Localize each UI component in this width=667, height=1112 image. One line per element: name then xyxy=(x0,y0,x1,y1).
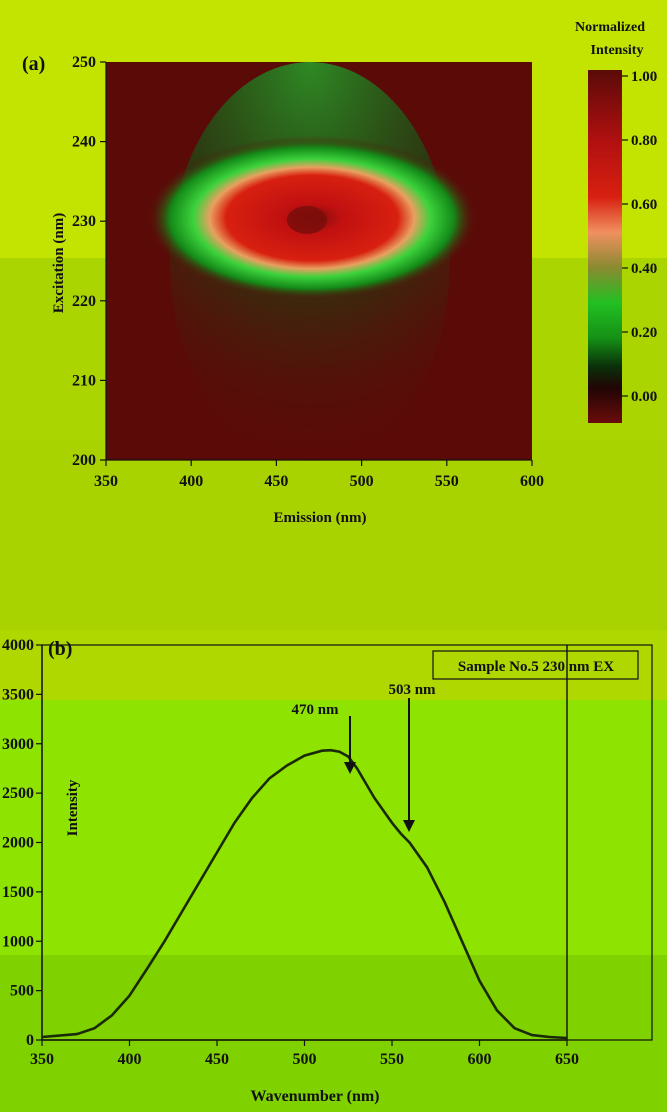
band-b-mid xyxy=(0,700,667,955)
heatmap-x-tick-label: 450 xyxy=(264,473,288,490)
colorbar-tick-label: 1.00 xyxy=(631,69,657,85)
colorbar-tick-label: 0.80 xyxy=(631,133,657,149)
colorbar xyxy=(588,70,622,423)
colorbar-tick-label: 0.20 xyxy=(631,325,657,341)
heatmap-x-label: Emission (nm) xyxy=(274,510,367,526)
annotation-503-arrowhead xyxy=(403,820,415,832)
panel-b: 350 400 450 500 550 600 650 0 500 1000 1500 2000 25… xyxy=(2,637,653,1105)
heatmap-x-tick-label: 400 xyxy=(179,473,203,490)
line-y-tick-label: 4000 xyxy=(2,637,34,654)
panel-a: 350 400 450 500 550 600 200 210 220 230 240 250 (a… xyxy=(22,20,657,526)
line-plot-frame xyxy=(41,644,653,1041)
line-y-tick-label: 2500 xyxy=(2,785,34,802)
heatmap-y-tick-label: 210 xyxy=(72,372,96,389)
heatmap-y-label: Excitation (nm) xyxy=(51,213,67,313)
heatmap-y-tick-label: 250 xyxy=(72,54,96,71)
heatmap-y-tick-label: 220 xyxy=(72,293,96,310)
annotation-503: 503 nm xyxy=(388,682,436,698)
panel-a-label: (a) xyxy=(22,53,45,75)
colorbar-title-line2: Intensity xyxy=(591,43,644,58)
heatmap-y-axis: 200 210 220 230 240 250 xyxy=(72,54,107,469)
colorbar-tick-label: 0.60 xyxy=(631,197,657,213)
heatmap-x-tick-label: 500 xyxy=(350,473,374,490)
annotation-470: 470 nm xyxy=(291,702,339,718)
line-y-tick-label: 3500 xyxy=(2,686,34,703)
line-y-tick-label: 1000 xyxy=(2,933,34,950)
line-x-tick-label: 350 xyxy=(30,1051,54,1068)
line-x-label: Wavenumber (nm) xyxy=(250,1088,379,1105)
colorbar-tick-label: 0.00 xyxy=(631,389,657,405)
panel-b-label: (b) xyxy=(48,638,72,660)
line-x-tick-label: 450 xyxy=(205,1051,229,1068)
line-x-tick-label: 600 xyxy=(468,1051,492,1068)
band-b-top xyxy=(0,630,667,700)
colorbar-tick-label: 0.40 xyxy=(631,261,657,277)
line-x-tick-label: 650 xyxy=(555,1051,579,1068)
heatmap-x-axis: 350 400 450 500 550 600 xyxy=(94,459,544,490)
heatmap-peak-center xyxy=(287,206,327,234)
line-y-tick-label: 3000 xyxy=(2,736,34,753)
legend-box xyxy=(432,650,639,680)
colorbar-ticks: 1.00 0.80 0.60 0.40 0.20 0.00 xyxy=(622,69,657,405)
band-b-low xyxy=(0,955,667,1112)
heatmap-y-tick-label: 240 xyxy=(72,134,96,151)
line-x-tick-label: 500 xyxy=(293,1051,317,1068)
line-x-axis: 350 400 450 500 550 600 650 xyxy=(30,645,579,1068)
intensity-curve xyxy=(41,748,568,1040)
heatmap-x-tick-label: 350 xyxy=(94,473,118,490)
heatmap-x-tick-label: 550 xyxy=(435,473,459,490)
line-y-tick-label: 500 xyxy=(10,983,34,1000)
line-y-tick-label: 1500 xyxy=(2,884,34,901)
line-y-tick-label: 0 xyxy=(26,1032,34,1049)
line-x-tick-label: 550 xyxy=(380,1051,404,1068)
line-y-label: Intensity xyxy=(65,779,81,836)
heatmap-y-tick-label: 230 xyxy=(72,213,96,230)
annotation-470-arrowhead xyxy=(344,762,356,774)
legend-text: Sample No.5 230 nm EX xyxy=(458,659,614,675)
heatmap-y-tick-label: 200 xyxy=(72,452,96,469)
line-x-tick-label: 400 xyxy=(118,1051,142,1068)
line-y-tick-label: 2000 xyxy=(2,835,34,852)
heatmap-x-tick-label: 600 xyxy=(520,473,544,490)
line-y-axis: 0 500 1000 1500 2000 2500 3000 3500 4000 xyxy=(2,637,43,1049)
colorbar-title-line1: Normalized xyxy=(575,20,645,35)
